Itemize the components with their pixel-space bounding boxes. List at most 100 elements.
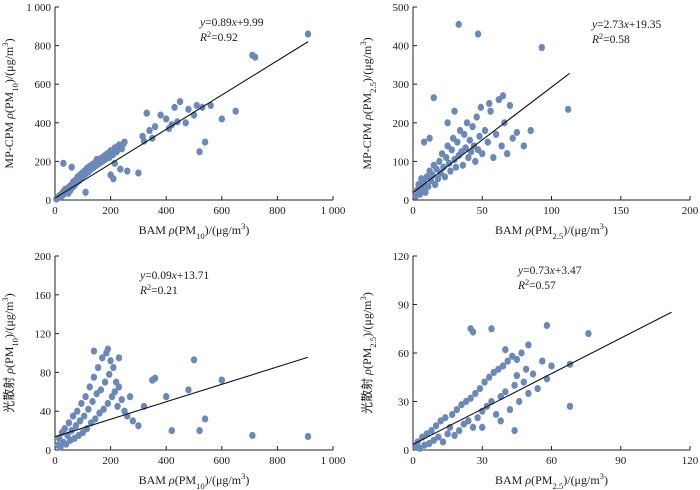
data-point	[426, 134, 433, 142]
x-tick-label: 0	[52, 455, 58, 467]
data-point	[509, 352, 516, 360]
data-point	[485, 373, 493, 381]
data-point	[451, 431, 458, 440]
data-point	[479, 423, 486, 431]
y-tick-label: 800	[35, 41, 52, 53]
data-point	[111, 388, 118, 396]
data-point	[423, 430, 431, 438]
data-point	[492, 130, 500, 138]
data-point	[513, 355, 521, 364]
data-point	[61, 425, 68, 433]
data-point	[124, 167, 131, 175]
data-point	[511, 381, 518, 389]
data-point	[509, 134, 516, 142]
data-point	[506, 101, 514, 110]
data-point	[518, 349, 525, 357]
data-point	[439, 438, 447, 446]
data-point	[201, 138, 209, 146]
data-point	[452, 163, 460, 171]
y-tick-label: 600	[35, 79, 52, 91]
data-point	[472, 389, 479, 398]
data-point	[492, 410, 500, 419]
data-point	[94, 363, 102, 372]
data-point	[479, 150, 486, 158]
data-point	[74, 407, 81, 415]
data-point	[190, 356, 198, 364]
data-point	[543, 321, 551, 330]
data-point	[425, 182, 432, 191]
data-point	[78, 399, 85, 408]
data-point	[437, 417, 444, 425]
y-axis-title: 光散射 ρ(PM10​)/(μg/m3)	[0, 293, 20, 413]
data-point	[503, 150, 511, 158]
data-point	[476, 132, 483, 140]
x-tick-label: 120	[682, 455, 699, 467]
data-point	[251, 53, 259, 61]
regression-line	[412, 73, 570, 193]
data-point	[420, 138, 428, 146]
y-tick-label: 0	[404, 195, 410, 207]
data-point	[196, 427, 203, 435]
data-point	[539, 357, 546, 365]
data-point	[455, 20, 462, 28]
x-tick-label: 400	[158, 205, 175, 217]
x-tick-label: 200	[102, 455, 119, 467]
data-point	[465, 417, 472, 425]
data-point	[82, 393, 89, 401]
data-point	[304, 432, 312, 441]
data-point	[520, 142, 527, 150]
data-point	[525, 341, 532, 349]
data-point	[68, 163, 75, 171]
y-axis-title: MP-CPM ρ(PM2.5​)/(μg/m3)	[358, 37, 378, 169]
data-point	[469, 123, 476, 131]
x-tick-label: 90	[615, 455, 627, 467]
regression-equation: y=0.09x+13.71	[139, 270, 209, 282]
data-point	[436, 157, 443, 165]
y-tick-label: 300	[393, 79, 410, 91]
data-point	[462, 397, 470, 406]
data-point	[425, 439, 433, 448]
x-tick-label: 1 000	[321, 455, 346, 467]
data-point	[76, 417, 84, 425]
data-point	[106, 370, 113, 378]
y-tick-label: 100	[393, 156, 410, 168]
y-tick-label: 0	[404, 445, 410, 457]
y-tick-label: 90	[398, 300, 410, 312]
data-point	[502, 388, 509, 396]
data-point	[515, 397, 523, 406]
data-point	[114, 402, 121, 410]
data-point	[115, 354, 123, 362]
data-point	[513, 128, 521, 137]
data-point	[469, 328, 477, 336]
x-axis-title: BAM ρ(PM2.5​)/(μg/m3)	[495, 221, 608, 241]
data-point	[163, 393, 170, 401]
data-point	[460, 420, 467, 428]
data-point	[428, 427, 435, 435]
data-point	[474, 414, 481, 422]
data-point	[115, 383, 123, 391]
data-point	[129, 417, 137, 425]
regression-line	[54, 41, 309, 199]
data-point	[89, 397, 96, 406]
data-point	[497, 417, 504, 425]
data-point	[232, 107, 239, 115]
y-tick-label: 200	[35, 156, 52, 168]
data-point	[481, 126, 489, 135]
data-point	[462, 144, 469, 152]
x-tick-label: 200	[102, 205, 119, 217]
data-point	[65, 419, 73, 427]
data-point	[499, 92, 507, 100]
data-point	[249, 431, 256, 440]
data-point	[440, 163, 447, 171]
data-point	[441, 173, 449, 181]
data-point	[511, 427, 518, 435]
data-point	[92, 415, 99, 423]
y-tick-label: 400	[393, 41, 410, 53]
data-point	[472, 157, 479, 165]
data-point	[466, 136, 473, 144]
y-tick-label: 120	[35, 329, 52, 341]
y-axis-title: MP-CPM ρ(PM10​)/(μg/m3)	[0, 38, 20, 168]
data-point	[538, 43, 546, 52]
data-point	[445, 159, 453, 167]
data-point	[140, 137, 148, 145]
